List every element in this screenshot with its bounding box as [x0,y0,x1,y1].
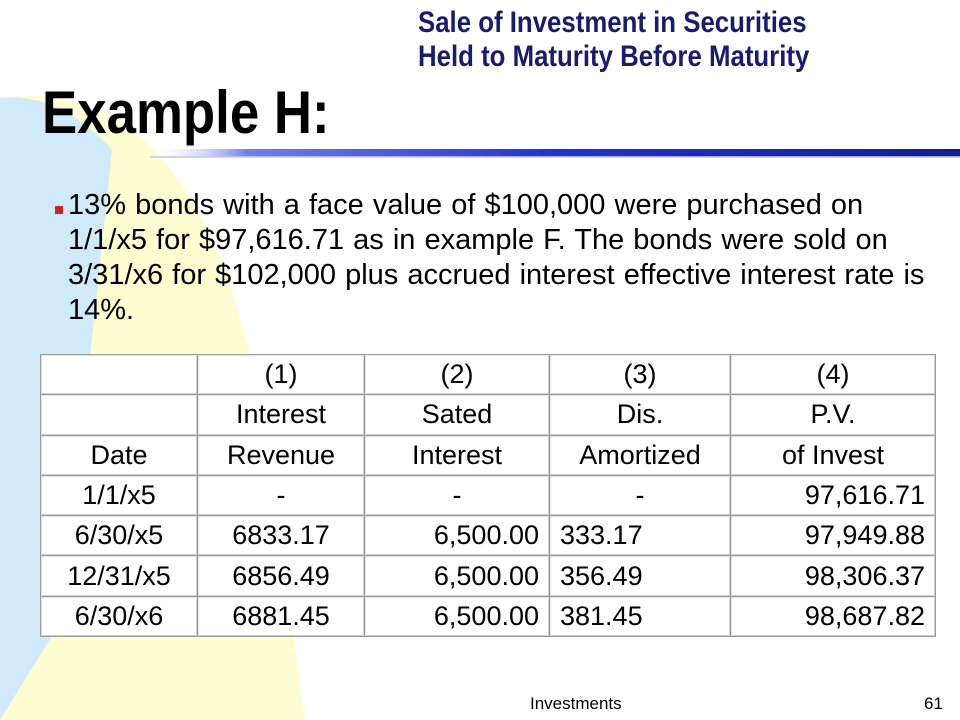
bullet-square-icon [55,206,63,214]
table-row: 12/31/x5 6856.49 6,500.00 356.49 98,306.… [40,555,936,597]
pv-cell: 97,949.88 [730,515,936,557]
interest-cell: - [364,474,550,517]
header-cell: of Invest [730,434,936,476]
slide-subtitle: Sale of Investment in Securities Held to… [418,6,882,74]
interest-cell: 6,500.00 [364,555,550,597]
header-cell [40,353,198,396]
slide-title: Example H: [42,79,330,146]
revenue-cell: 6856.49 [197,555,365,597]
amortization-table: (1) (2) (3) (4) Interest Sated Dis. P.V.… [40,353,936,638]
pv-cell: 98,687.82 [730,595,936,638]
date-cell: 6/30/x6 [40,595,198,638]
date-cell: 12/31/x5 [40,555,198,597]
date-cell: 6/30/x5 [40,515,198,557]
revenue-cell: - [197,474,365,517]
subtitle-line-2: Held to Maturity Before Maturity [418,40,810,73]
table-row: 1/1/x5 - - - 97,616.71 [40,474,936,517]
header-cell: (4) [730,353,936,396]
footer-label: Investments [530,694,622,713]
header-cell: (1) [197,353,365,396]
revenue-cell: 6881.45 [197,595,365,638]
revenue-cell: 6833.17 [197,515,365,557]
pv-cell: 98,306.37 [730,555,936,597]
amortized-cell: - [549,474,731,517]
header-cell: P.V. [730,394,936,436]
interest-cell: 6,500.00 [364,515,550,557]
header-cell: (2) [364,353,550,396]
bullet-text: 13% bonds with a face value of $100,000 … [68,189,925,326]
amortized-cell: 333.17 [549,515,731,557]
bullet-point: 13% bonds with a face value of $100,000 … [50,188,940,328]
table-header-row: Interest Sated Dis. P.V. [40,394,936,436]
header-cell: Date [40,434,198,476]
page-number: 61 [924,694,943,713]
header-cell [40,394,198,436]
header-cell: Amortized [549,434,731,476]
pv-cell: 97,616.71 [730,474,936,517]
table-row: 6/30/x6 6881.45 6,500.00 381.45 98,687.8… [40,595,936,638]
amortized-cell: 356.49 [549,555,731,597]
title-underline [150,149,960,158]
table-header-row: Date Revenue Interest Amortized of Inves… [40,434,936,476]
amortized-cell: 381.45 [549,595,731,638]
interest-cell: 6,500.00 [364,595,550,638]
header-cell: Dis. [549,394,731,436]
table-header-row: (1) (2) (3) (4) [40,353,936,396]
header-cell: Interest [364,434,550,476]
date-cell: 1/1/x5 [40,474,198,517]
table-row: 6/30/x5 6833.17 6,500.00 333.17 97,949.8… [40,515,936,557]
header-cell: Interest [197,394,365,436]
header-cell: Revenue [197,434,365,476]
subtitle-line-1: Sale of Investment in Securities [418,6,807,39]
header-cell: Sated [364,394,550,436]
header-cell: (3) [549,353,731,396]
